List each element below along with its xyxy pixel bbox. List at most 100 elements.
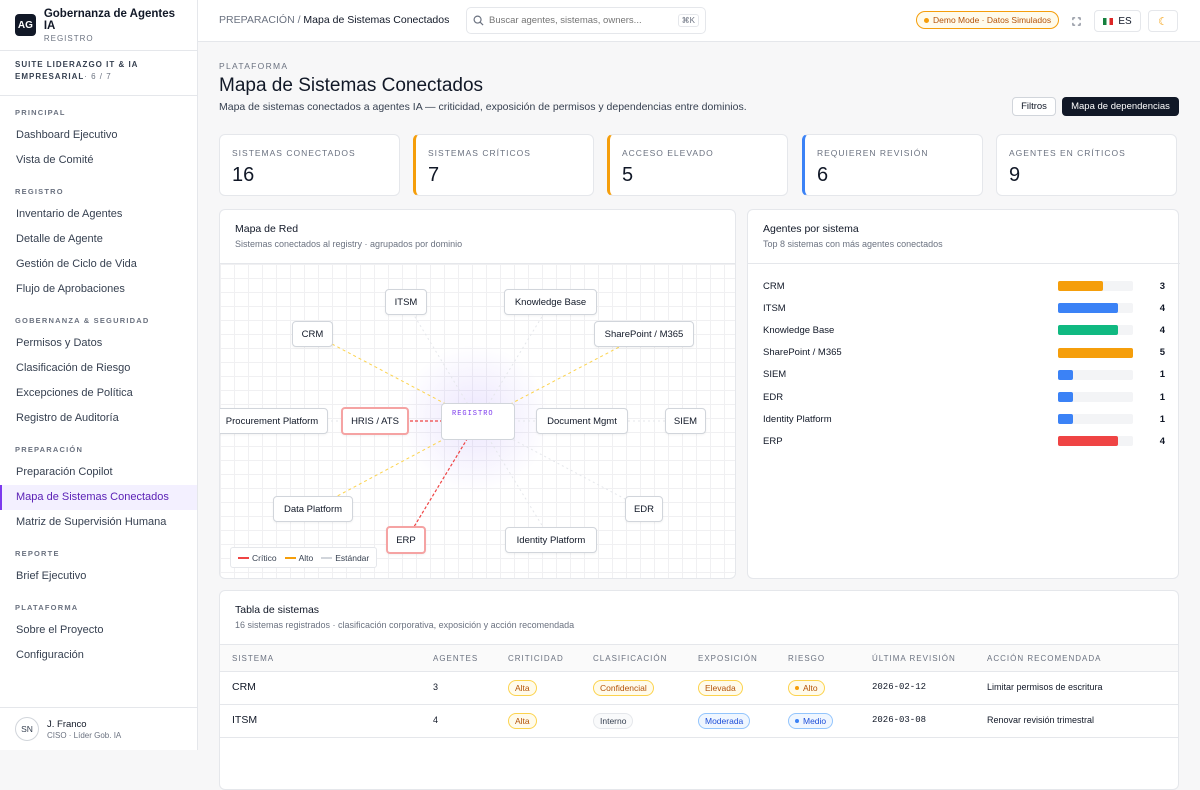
network-node[interactable]: HRIS / ATS (341, 407, 409, 435)
search-box[interactable]: ⌘K (466, 7, 706, 34)
system-bar-label: SIEM (763, 369, 787, 381)
breadcrumb-parent[interactable]: PREPARACIÓN (219, 14, 295, 26)
suite-line-1: SUITE LIDERAZGO IT & IA (15, 60, 139, 69)
sidebar-item-gestion-de-ciclo-de-vida[interactable]: Gestión de Ciclo de Vida (16, 258, 137, 270)
system-bar-row[interactable]: Identity Platform 1 (748, 408, 1180, 430)
brand-logo: AG (15, 14, 36, 36)
kpi-value: 7 (428, 164, 440, 186)
system-bar-label: CRM (763, 280, 785, 292)
sidebar-item-excepciones-de-politica[interactable]: Excepciones de Política (16, 387, 133, 399)
legend-label: Crítico (252, 552, 277, 563)
system-bar-label: EDR (763, 391, 784, 403)
dependency-map-button[interactable]: Mapa de dependencias (1062, 97, 1179, 116)
system-bar-row[interactable]: Knowledge Base 4 (748, 319, 1180, 341)
sidebar-item-inventario-de-agentes[interactable]: Inventario de Agentes (16, 208, 123, 220)
column-header-risk[interactable]: RIESGO (788, 654, 826, 663)
theme-toggle[interactable]: ☾ (1148, 10, 1178, 32)
sidebar-item-clasificacion-de-riesgo[interactable]: Clasificación de Riesgo (16, 362, 131, 374)
system-bar-value: 4 (1159, 302, 1165, 314)
column-header-action[interactable]: ACCIÓN RECOMENDADA (987, 654, 1102, 663)
sidebar-item-preparacion-copilot[interactable]: Preparación Copilot (16, 466, 113, 478)
network-node[interactable]: EDR (625, 496, 663, 522)
nav-section-title: PRINCIPAL (15, 108, 66, 117)
sidebar-item-detalle-de-agente[interactable]: Detalle de Agente (16, 233, 103, 245)
breadcrumb-current: Mapa de Sistemas Conectados (303, 14, 450, 26)
network-map-panel: Mapa de Red Sistemas conectados al regis… (219, 209, 736, 579)
kpi-value: 9 (1009, 164, 1021, 186)
agents-by-system-subtitle: Top 8 sistemas con más agentes conectado… (763, 239, 943, 249)
user-profile[interactable]: SN J. Franco CISO · Líder Gob. IA (0, 707, 198, 750)
network-node[interactable]: CRM (292, 321, 333, 347)
system-bar-row[interactable]: ITSM 4 (748, 297, 1180, 319)
fullscreen-button[interactable] (1070, 10, 1082, 32)
sidebar-item-configuracion[interactable]: Configuración (16, 649, 84, 661)
network-legend: Crítico Alto Estándar (230, 547, 378, 568)
systems-table-title: Tabla de sistemas (235, 604, 320, 616)
table-row[interactable]: ITSM 4 Alta Interno Moderada Medio 2026-… (220, 705, 1178, 738)
network-node[interactable]: Knowledge Base (504, 289, 597, 315)
network-canvas[interactable]: REGISTRO ITSM Knowledge Base CRM SharePo… (220, 263, 735, 578)
sidebar-item-mapa-de-sistemas-conectados[interactable]: Mapa de Sistemas Conectados (0, 485, 197, 510)
cell-system: CRM (232, 681, 256, 693)
breadcrumb-separator: / (297, 14, 301, 26)
network-node[interactable]: ERP (386, 526, 426, 554)
registry-center-node[interactable]: REGISTRO (441, 403, 515, 440)
system-bar-row[interactable]: SIEM 1 (748, 364, 1180, 386)
network-node[interactable]: Data Platform (273, 496, 353, 522)
cell-last-review: 2026-02-12 (872, 682, 927, 692)
sidebar-item-permisos-y-datos[interactable]: Permisos y Datos (16, 337, 103, 349)
system-bar-fill (1058, 414, 1073, 425)
table-row[interactable]: CRM 3 Alta Confidencial Elevada Alto 202… (220, 672, 1178, 705)
risk-label: Medio (803, 716, 827, 726)
demo-mode-badge: Demo Mode · Datos Simulados (916, 11, 1060, 29)
exposure-badge: Moderada (698, 713, 751, 729)
legend-item-standard: Estándar (321, 553, 369, 563)
network-node[interactable]: Procurement Platform (220, 408, 328, 434)
column-header-criticality[interactable]: CRITICIDAD (508, 654, 564, 663)
system-bar-row[interactable]: SharePoint / M365 5 (748, 342, 1180, 364)
network-node[interactable]: Identity Platform (505, 527, 597, 553)
agents-by-system-panel: Agentes por sistema Top 8 sistemas con m… (747, 209, 1180, 579)
sidebar-item-matriz-de-supervision-humana[interactable]: Matriz de Supervisión Humana (16, 516, 167, 528)
criticality-badge: Alta (508, 713, 537, 729)
kpi-card: AGENTES EN CRÍTICOS 9 (996, 134, 1177, 196)
nav-section-title: PLATAFORMA (15, 603, 79, 612)
column-header-classification[interactable]: CLASIFICACIÓN (593, 654, 668, 663)
search-input[interactable] (489, 15, 669, 26)
system-bar-track (1058, 392, 1133, 403)
sidebar-item-registro-de-auditoria[interactable]: Registro de Auditoría (16, 412, 119, 424)
system-bar-row[interactable]: ERP 4 (748, 430, 1180, 452)
breadcrumb: PREPARACIÓN / Mapa de Sistemas Conectado… (219, 14, 449, 26)
sidebar-item-dashboard-ejecutivo[interactable]: Dashboard Ejecutivo (16, 129, 118, 141)
column-header-exposure[interactable]: EXPOSICIÓN (698, 654, 758, 663)
system-bar-value: 1 (1159, 391, 1165, 403)
column-header-agents[interactable]: AGENTES (433, 654, 479, 663)
network-node[interactable]: ITSM (385, 289, 427, 315)
system-bar-value: 4 (1159, 435, 1165, 447)
nav-section-title: GOBERNANZA & SEGURIDAD (15, 316, 150, 325)
sidebar-item-flujo-de-aprobaciones[interactable]: Flujo de Aprobaciones (16, 283, 125, 295)
cell-action: Renovar revisión trimestral (987, 715, 1095, 725)
sidebar-item-brief-ejecutivo[interactable]: Brief Ejecutivo (16, 570, 87, 582)
network-node[interactable]: SharePoint / M365 (594, 321, 694, 347)
column-header-last-review[interactable]: ÚLTIMA REVISIÓN (872, 654, 956, 663)
nav-section-title: PREPARACIÓN (15, 445, 84, 454)
language-label: ES (1118, 15, 1132, 27)
sidebar-item-vista-de-comite[interactable]: Vista de Comité (16, 154, 94, 166)
system-bar-track (1058, 436, 1133, 447)
filters-button[interactable]: Filtros (1012, 97, 1056, 116)
system-bar-row[interactable]: CRM 3 (748, 275, 1180, 297)
search-shortcut: ⌘K (677, 14, 699, 27)
network-node[interactable]: SIEM (665, 408, 706, 434)
system-bar-label: Identity Platform (763, 413, 832, 425)
table-row[interactable] (220, 738, 1178, 771)
system-bar-label: ITSM (763, 302, 786, 314)
sidebar-item-sobre-el-proyecto[interactable]: Sobre el Proyecto (16, 624, 104, 636)
kpi-label: AGENTES EN CRÍTICOS (1009, 148, 1126, 158)
language-selector[interactable]: ES (1094, 10, 1141, 32)
system-bar-row[interactable]: EDR 1 (748, 386, 1180, 408)
system-bar-value: 3 (1159, 280, 1165, 292)
column-header-system[interactable]: SISTEMA (232, 654, 275, 663)
fullscreen-icon (1071, 16, 1081, 26)
network-node[interactable]: Document Mgmt (536, 408, 628, 434)
